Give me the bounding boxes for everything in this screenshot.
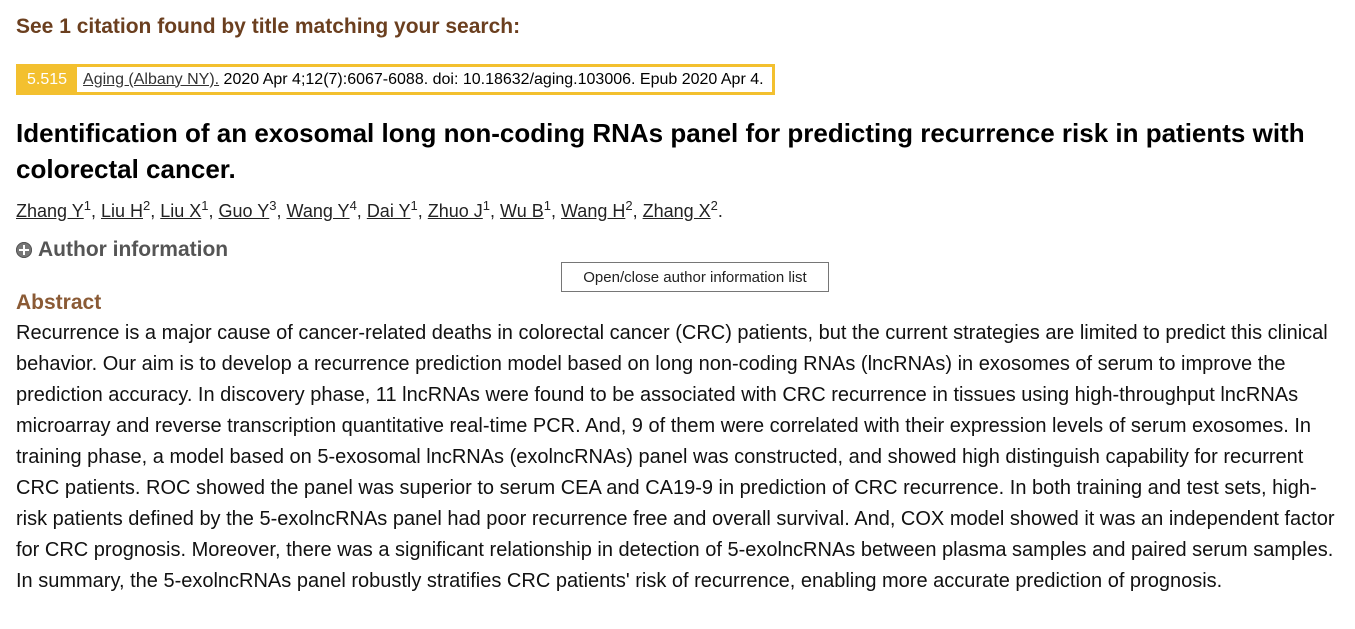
author-link[interactable]: Wang H: [560, 201, 626, 221]
search-result-heading: See 1 citation found by title matching y…: [16, 15, 521, 38]
journal-link[interactable]: Aging (Albany NY).: [83, 70, 220, 88]
article-title: Identification of an exosomal long non-c…: [16, 118, 1305, 184]
citation-details: 2020 Apr 4;12(7):6067-6088. doi: 10.1863…: [219, 70, 764, 88]
author-link[interactable]: Zhang X: [642, 201, 711, 221]
impact-factor-badge: 5.515: [19, 67, 78, 92]
author-info-tooltip: Open/close author information list: [561, 262, 829, 292]
author-information-toggle[interactable]: Author information: [16, 238, 228, 262]
author-affiliation: 1: [201, 198, 209, 213]
author-link[interactable]: Zhuo J: [427, 201, 483, 221]
author-link[interactable]: Liu H: [100, 201, 144, 221]
author-link[interactable]: Guo Y: [218, 201, 270, 221]
abstract-heading: Abstract: [16, 291, 102, 314]
author-link[interactable]: Zhang Y: [16, 201, 84, 221]
author-affiliation: 3: [269, 198, 277, 213]
author-link[interactable]: Dai Y: [366, 201, 411, 221]
author-link[interactable]: Liu X: [160, 201, 202, 221]
expand-plus-icon[interactable]: [16, 242, 32, 258]
author-link[interactable]: Wang Y: [286, 201, 350, 221]
author-affiliation: 2: [710, 198, 718, 213]
author-affiliation: 2: [625, 198, 633, 213]
author-affiliation: 1: [543, 198, 551, 213]
author-affiliation: 1: [410, 198, 418, 213]
author-affiliation: 4: [349, 198, 357, 213]
author-affiliation: 1: [482, 198, 491, 213]
author-affiliation: 1: [83, 198, 91, 213]
author-information-label: Author information: [38, 238, 229, 261]
author-affiliation: 2: [143, 198, 151, 213]
citation-box: 5.515 Aging (Albany NY). 2020 Apr 4;12(7…: [16, 64, 775, 95]
author-link[interactable]: Wu B: [500, 201, 544, 221]
abstract-text: Recurrence is a major cause of cancer-re…: [16, 322, 1335, 592]
author-list: Zhang Y1, Liu H2, Liu X1, Guo Y3, Wang Y…: [16, 198, 723, 221]
citation-text: Aging (Albany NY). 2020 Apr 4;12(7):6067…: [77, 71, 772, 89]
